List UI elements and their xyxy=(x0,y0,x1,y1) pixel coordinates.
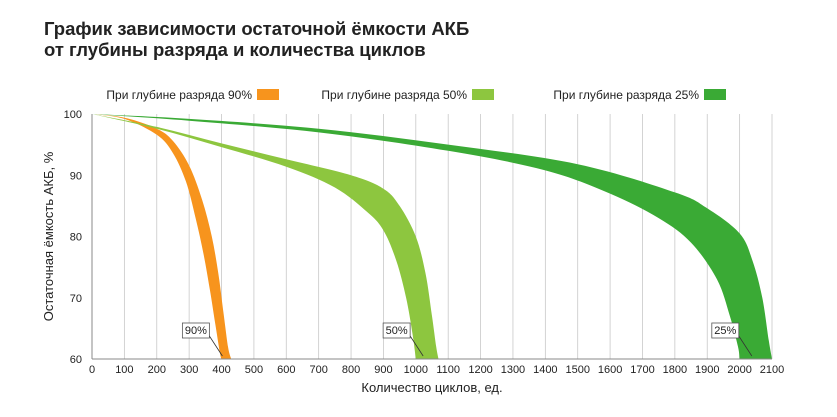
legend: При глубине разряда 90% При глубине разря… xyxy=(106,88,726,102)
series-band-2 xyxy=(92,114,439,359)
x-tick-label: 1500 xyxy=(565,364,589,376)
data-label-1: 90% xyxy=(185,325,207,337)
x-tick-label: 400 xyxy=(212,364,230,376)
x-tick-label: 0 xyxy=(89,364,95,376)
x-tick-label: 800 xyxy=(342,364,360,376)
x-axis-title: Количество циклов, ед. xyxy=(361,380,502,395)
x-tick-label: 700 xyxy=(309,364,327,376)
x-tick-label: 1100 xyxy=(436,364,460,376)
legend-label-1: При глубине разряда 90% xyxy=(106,88,252,102)
x-tick-label: 2000 xyxy=(727,364,751,376)
x-tick-label: 600 xyxy=(277,364,295,376)
chart-title-line-2: от глубины разряда и количества циклов xyxy=(44,39,426,60)
x-tick-label: 1200 xyxy=(468,364,492,376)
y-axis-title: Остаточная ёмкость АКБ, % xyxy=(41,151,56,321)
x-tick-label: 1600 xyxy=(598,364,622,376)
x-tick-label: 1700 xyxy=(630,364,654,376)
series-band-1 xyxy=(92,114,232,359)
legend-swatch-1 xyxy=(257,89,279,100)
x-tick-label: 1300 xyxy=(501,364,525,376)
data-label-box xyxy=(382,322,411,339)
x-tick-label: 2100 xyxy=(760,364,784,376)
legend-label-3: При глубине разряда 25% xyxy=(553,88,699,102)
legend-swatch-3 xyxy=(704,89,726,100)
y-tick-label: 100 xyxy=(64,109,82,121)
series-band-3 xyxy=(92,114,772,359)
data-label-leader xyxy=(209,335,223,357)
x-tick-label: 300 xyxy=(180,364,198,376)
data-label-3: 25% xyxy=(714,325,736,337)
x-tick-label: 1000 xyxy=(404,364,428,376)
data-labels: 90% 50% 25% xyxy=(181,322,753,357)
legend-label-2: При глубине разряда 50% xyxy=(321,88,467,102)
chart-title-line-1: График зависимости остаточной ёмкости АК… xyxy=(44,18,470,39)
x-tick-label: 200 xyxy=(148,364,166,376)
y-tick-label: 60 xyxy=(70,354,82,366)
chart-title: График зависимости остаточной ёмкости АК… xyxy=(44,18,469,60)
x-tick-label: 100 xyxy=(115,364,133,376)
data-label-box xyxy=(711,322,740,339)
x-tick-label: 500 xyxy=(245,364,263,376)
axes: 0 100 200 300 400 500 600 700 800 900 1000 1100 1200… xyxy=(41,109,784,395)
x-tick-label: 1800 xyxy=(663,364,687,376)
x-tick-label: 1900 xyxy=(695,364,719,376)
y-tick-label: 70 xyxy=(70,293,82,305)
x-tick-label: 1400 xyxy=(533,364,557,376)
x-tick-label: 900 xyxy=(374,364,392,376)
y-tick-label: 90 xyxy=(70,170,82,182)
legend-swatch-2 xyxy=(472,89,494,100)
data-label-box xyxy=(181,322,210,339)
series-bands xyxy=(92,114,772,359)
data-label-leader xyxy=(738,335,753,357)
data-label-2: 50% xyxy=(386,325,408,337)
data-label-leader xyxy=(409,335,424,357)
y-tick-label: 80 xyxy=(70,232,82,244)
